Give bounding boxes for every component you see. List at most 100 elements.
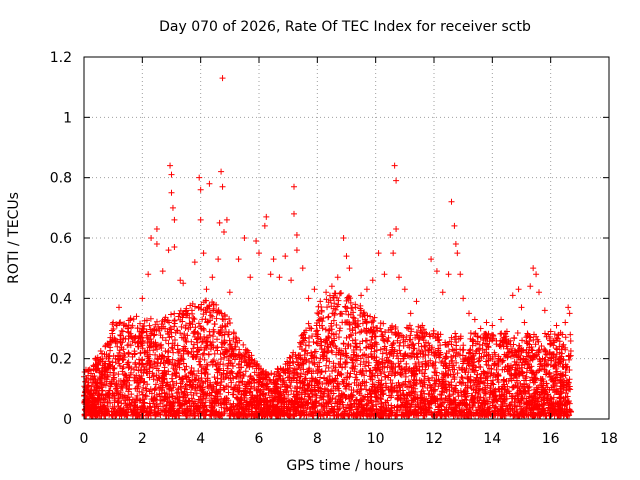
data-point <box>221 322 228 329</box>
data-point <box>194 329 201 336</box>
data-point <box>336 327 343 334</box>
data-point <box>437 396 444 403</box>
data-point <box>355 323 362 330</box>
data-point <box>171 317 178 324</box>
data-point <box>413 329 420 336</box>
data-point <box>186 320 193 327</box>
data-point <box>118 344 125 351</box>
data-point <box>497 330 504 337</box>
data-point <box>107 347 114 354</box>
data-point <box>396 342 403 349</box>
data-point <box>118 327 125 334</box>
data-point <box>150 364 157 371</box>
data-point <box>486 394 493 401</box>
data-point <box>289 358 296 365</box>
data-point <box>322 368 329 375</box>
data-point <box>214 336 221 343</box>
data-point <box>368 336 375 343</box>
data-point <box>351 368 358 375</box>
data-point <box>226 315 233 322</box>
data-point <box>384 354 391 361</box>
data-point <box>318 304 325 311</box>
data-point <box>357 361 364 368</box>
data-point <box>177 307 184 314</box>
data-point <box>115 371 122 378</box>
data-point <box>182 325 189 332</box>
data-point <box>312 348 319 355</box>
data-point <box>144 381 151 388</box>
data-point <box>211 374 218 381</box>
data-point <box>468 355 475 362</box>
data-point <box>325 314 332 321</box>
data-point <box>236 346 243 353</box>
data-point <box>114 343 121 350</box>
data-point <box>338 290 345 297</box>
data-point <box>197 355 204 362</box>
data-point <box>385 327 392 334</box>
scatter-series <box>81 75 574 419</box>
data-point <box>211 350 218 357</box>
data-point <box>217 356 224 363</box>
data-point <box>318 308 325 315</box>
data-point <box>119 368 126 375</box>
data-point <box>240 341 247 348</box>
data-point <box>352 397 359 404</box>
data-point <box>211 320 218 327</box>
data-point <box>363 319 370 326</box>
data-point <box>97 348 104 354</box>
data-point <box>313 392 320 399</box>
data-point <box>290 359 297 366</box>
data-point <box>147 315 154 322</box>
data-point <box>381 373 388 380</box>
data-point <box>302 342 309 349</box>
data-point <box>104 398 111 405</box>
data-point <box>364 312 371 319</box>
data-point <box>120 335 127 342</box>
data-point <box>562 334 569 341</box>
data-point <box>357 346 364 353</box>
data-point <box>477 364 484 371</box>
data-point <box>135 343 142 350</box>
data-point <box>363 386 370 393</box>
data-point <box>353 371 360 378</box>
data-point <box>143 393 150 400</box>
data-point <box>452 330 459 337</box>
data-point <box>157 400 164 407</box>
data-point <box>374 324 381 331</box>
data-point <box>146 322 153 329</box>
data-point <box>362 337 369 344</box>
grid <box>84 57 609 419</box>
data-point <box>454 370 461 377</box>
data-point <box>510 341 517 348</box>
data-point <box>551 331 558 338</box>
data-point <box>342 359 349 366</box>
data-point <box>452 385 459 392</box>
data-point <box>171 323 178 330</box>
data-point <box>193 372 200 379</box>
data-point <box>529 347 536 354</box>
data-point <box>125 350 132 357</box>
data-point <box>335 334 342 341</box>
data-point <box>333 322 340 329</box>
data-point <box>519 337 526 344</box>
data-point <box>389 341 396 348</box>
data-point <box>493 366 500 373</box>
data-point <box>182 366 189 373</box>
data-point <box>154 359 161 366</box>
data-point <box>221 354 228 361</box>
data-point <box>171 310 178 317</box>
data-point <box>319 325 326 332</box>
data-point <box>323 357 330 364</box>
data-point <box>203 361 210 368</box>
data-point <box>427 357 434 364</box>
data-point <box>118 400 125 407</box>
data-point <box>200 350 207 357</box>
data-point <box>553 371 560 378</box>
data-point <box>336 290 343 297</box>
data-point <box>325 313 332 320</box>
data-point <box>403 333 410 340</box>
data-point <box>406 322 413 329</box>
data-point <box>168 311 175 318</box>
data-point <box>403 360 410 367</box>
